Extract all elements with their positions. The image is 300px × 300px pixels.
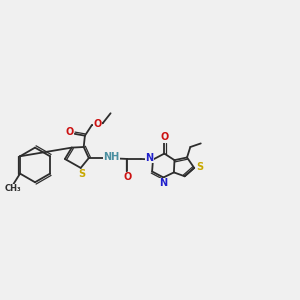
Text: O: O bbox=[123, 172, 131, 182]
Text: NH: NH bbox=[103, 152, 119, 162]
Text: O: O bbox=[93, 119, 101, 129]
Text: S: S bbox=[196, 162, 203, 172]
Text: N: N bbox=[145, 153, 153, 163]
Text: O: O bbox=[65, 127, 74, 137]
Text: CH₃: CH₃ bbox=[5, 184, 22, 193]
Text: N: N bbox=[159, 178, 167, 188]
Text: O: O bbox=[160, 132, 169, 142]
Text: S: S bbox=[78, 169, 85, 179]
